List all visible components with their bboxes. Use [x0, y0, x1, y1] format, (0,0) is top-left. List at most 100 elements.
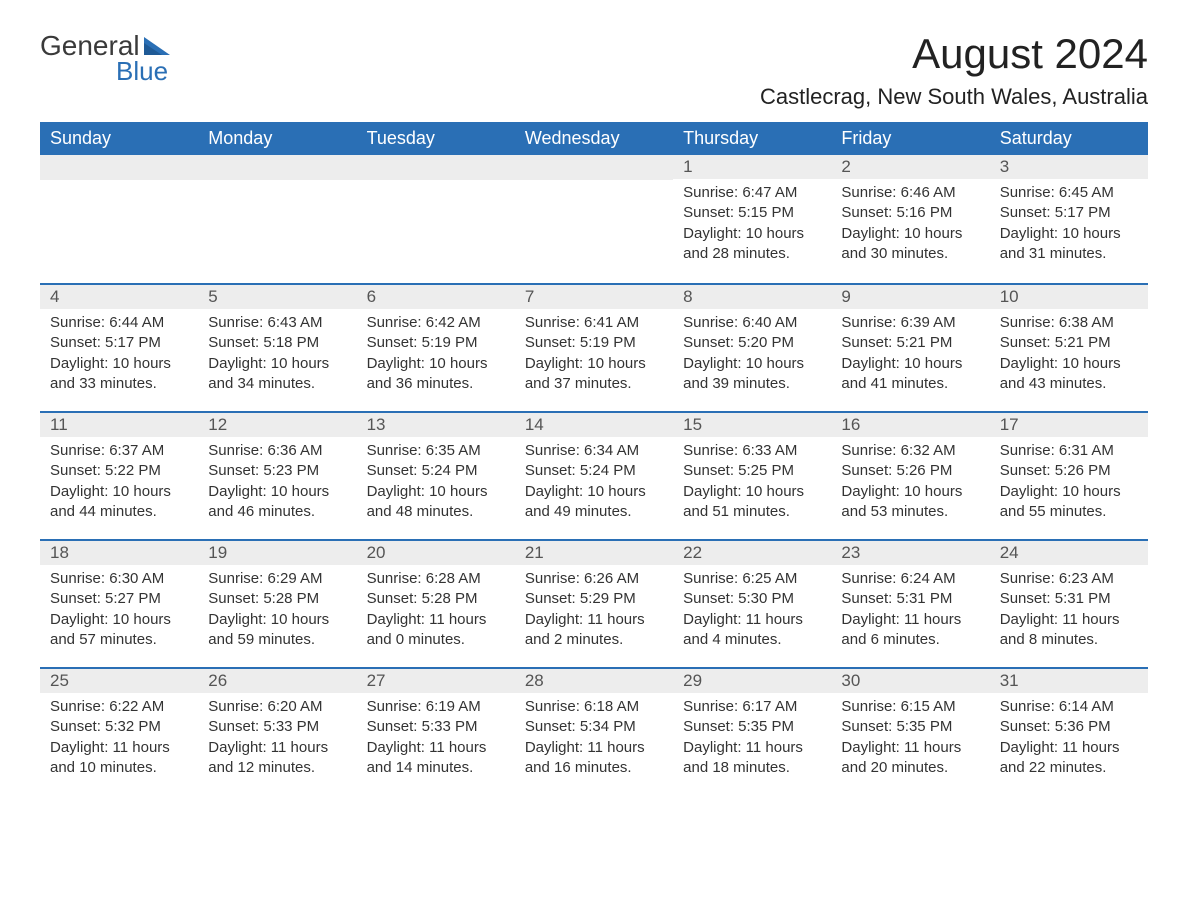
- flag-icon: [144, 37, 170, 55]
- day-sunrise: Sunrise: 6:37 AM: [40, 441, 198, 461]
- day-cell: 9 Sunrise: 6:39 AMSunset: 5:21 PMDaylight…: [831, 285, 989, 411]
- day-daylight2: and 33 minutes.: [40, 374, 198, 394]
- day-sunrise: Sunrise: 6:44 AM: [40, 313, 198, 333]
- day-sunset: Sunset: 5:31 PM: [990, 589, 1148, 609]
- day-daylight1: Daylight: 11 hours: [990, 610, 1148, 630]
- weekday-header: Saturday: [990, 122, 1148, 155]
- day-cell: [198, 155, 356, 283]
- day-daylight2: and 53 minutes.: [831, 502, 989, 522]
- day-daylight2: and 22 minutes.: [990, 758, 1148, 778]
- day-sunrise: Sunrise: 6:39 AM: [831, 313, 989, 333]
- day-number: 5: [198, 285, 356, 309]
- day-sunset: Sunset: 5:24 PM: [515, 461, 673, 481]
- day-sunset: Sunset: 5:26 PM: [990, 461, 1148, 481]
- day-daylight1: Daylight: 10 hours: [198, 610, 356, 630]
- day-daylight1: Daylight: 11 hours: [673, 738, 831, 758]
- day-sunset: Sunset: 5:21 PM: [831, 333, 989, 353]
- header: General Blue August 2024 Castlecrag, New…: [40, 30, 1148, 110]
- day-sunrise: Sunrise: 6:41 AM: [515, 313, 673, 333]
- day-daylight1: Daylight: 10 hours: [40, 610, 198, 630]
- day-daylight2: and 18 minutes.: [673, 758, 831, 778]
- day-cell: 13Sunrise: 6:35 AMSunset: 5:24 PMDayligh…: [357, 413, 515, 539]
- day-daylight2: and 0 minutes.: [357, 630, 515, 650]
- logo-blue-text: Blue: [116, 56, 168, 87]
- day-cell: 3Sunrise: 6:45 AMSunset: 5:17 PMDaylight…: [990, 155, 1148, 283]
- empty-day-number: [357, 155, 515, 180]
- week-row: 11Sunrise: 6:37 AMSunset: 5:22 PMDayligh…: [40, 411, 1148, 539]
- day-daylight2: and 37 minutes.: [515, 374, 673, 394]
- day-number: 10: [990, 285, 1148, 309]
- day-sunrise: Sunrise: 6:32 AM: [831, 441, 989, 461]
- day-daylight2: and 48 minutes.: [357, 502, 515, 522]
- day-sunrise: Sunrise: 6:15 AM: [831, 697, 989, 717]
- title-block: August 2024 Castlecrag, New South Wales,…: [760, 30, 1148, 110]
- day-daylight1: Daylight: 10 hours: [198, 482, 356, 502]
- day-daylight2: and 59 minutes.: [198, 630, 356, 650]
- day-sunrise: Sunrise: 6:47 AM: [673, 183, 831, 203]
- day-sunset: Sunset: 5:24 PM: [357, 461, 515, 481]
- day-daylight2: and 41 minutes.: [831, 374, 989, 394]
- weekday-header: Friday: [831, 122, 989, 155]
- weekday-header: Tuesday: [357, 122, 515, 155]
- day-sunset: Sunset: 5:32 PM: [40, 717, 198, 737]
- day-cell: 4Sunrise: 6:44 AMSunset: 5:17 PMDaylight…: [40, 285, 198, 411]
- day-daylight2: and 55 minutes.: [990, 502, 1148, 522]
- day-sunrise: Sunrise: 6:18 AM: [515, 697, 673, 717]
- day-sunset: Sunset: 5:36 PM: [990, 717, 1148, 737]
- day-daylight1: Daylight: 10 hours: [990, 224, 1148, 244]
- day-cell: 19Sunrise: 6:29 AMSunset: 5:28 PMDayligh…: [198, 541, 356, 667]
- day-daylight1: Daylight: 10 hours: [515, 354, 673, 374]
- day-cell: 14Sunrise: 6:34 AMSunset: 5:24 PMDayligh…: [515, 413, 673, 539]
- day-daylight1: Daylight: 10 hours: [40, 482, 198, 502]
- day-number: 30: [831, 669, 989, 693]
- day-number: 9: [831, 285, 989, 309]
- day-daylight1: Daylight: 11 hours: [831, 610, 989, 630]
- day-cell: 25Sunrise: 6:22 AMSunset: 5:32 PMDayligh…: [40, 669, 198, 795]
- day-number: 29: [673, 669, 831, 693]
- location-text: Castlecrag, New South Wales, Australia: [760, 84, 1148, 110]
- day-cell: 22Sunrise: 6:25 AMSunset: 5:30 PMDayligh…: [673, 541, 831, 667]
- day-sunset: Sunset: 5:16 PM: [831, 203, 989, 223]
- day-cell: 6Sunrise: 6:42 AMSunset: 5:19 PMDaylight…: [357, 285, 515, 411]
- day-sunrise: Sunrise: 6:20 AM: [198, 697, 356, 717]
- day-daylight2: and 31 minutes.: [990, 244, 1148, 264]
- day-number: 21: [515, 541, 673, 565]
- day-sunset: Sunset: 5:34 PM: [515, 717, 673, 737]
- day-cell: 18Sunrise: 6:30 AMSunset: 5:27 PMDayligh…: [40, 541, 198, 667]
- day-daylight1: Daylight: 11 hours: [198, 738, 356, 758]
- day-daylight1: Daylight: 10 hours: [990, 482, 1148, 502]
- day-cell: 10Sunrise: 6:38 AMSunset: 5:21 PMDayligh…: [990, 285, 1148, 411]
- day-daylight2: and 34 minutes.: [198, 374, 356, 394]
- day-daylight2: and 20 minutes.: [831, 758, 989, 778]
- day-sunset: Sunset: 5:22 PM: [40, 461, 198, 481]
- day-sunrise: Sunrise: 6:26 AM: [515, 569, 673, 589]
- day-number: 1: [673, 155, 831, 179]
- day-daylight1: Daylight: 11 hours: [990, 738, 1148, 758]
- day-cell: 8Sunrise: 6:40 AMSunset: 5:20 PMDaylight…: [673, 285, 831, 411]
- day-cell: 11Sunrise: 6:37 AMSunset: 5:22 PMDayligh…: [40, 413, 198, 539]
- day-number: 6: [357, 285, 515, 309]
- weekday-header: Monday: [198, 122, 356, 155]
- day-sunrise: Sunrise: 6:29 AM: [198, 569, 356, 589]
- day-sunset: Sunset: 5:26 PM: [831, 461, 989, 481]
- day-daylight2: and 6 minutes.: [831, 630, 989, 650]
- day-sunrise: Sunrise: 6:22 AM: [40, 697, 198, 717]
- day-daylight1: Daylight: 10 hours: [831, 354, 989, 374]
- day-sunset: Sunset: 5:33 PM: [357, 717, 515, 737]
- day-cell: 16Sunrise: 6:32 AMSunset: 5:26 PMDayligh…: [831, 413, 989, 539]
- day-daylight1: Daylight: 10 hours: [40, 354, 198, 374]
- day-daylight1: Daylight: 11 hours: [673, 610, 831, 630]
- empty-day-number: [515, 155, 673, 180]
- day-number: 8: [673, 285, 831, 309]
- day-sunrise: Sunrise: 6:14 AM: [990, 697, 1148, 717]
- day-sunset: Sunset: 5:35 PM: [673, 717, 831, 737]
- day-sunset: Sunset: 5:33 PM: [198, 717, 356, 737]
- day-sunrise: Sunrise: 6:30 AM: [40, 569, 198, 589]
- day-number: 13: [357, 413, 515, 437]
- day-cell: 20Sunrise: 6:28 AMSunset: 5:28 PMDayligh…: [357, 541, 515, 667]
- day-number: 12: [198, 413, 356, 437]
- day-cell: 15Sunrise: 6:33 AMSunset: 5:25 PMDayligh…: [673, 413, 831, 539]
- day-number: 3: [990, 155, 1148, 179]
- day-number: 23: [831, 541, 989, 565]
- day-sunrise: Sunrise: 6:46 AM: [831, 183, 989, 203]
